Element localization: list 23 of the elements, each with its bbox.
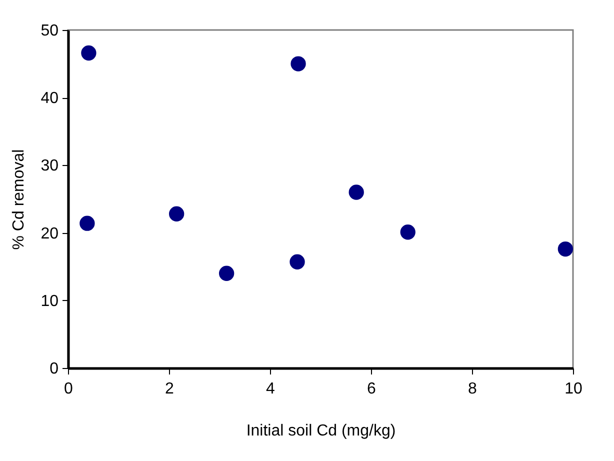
x-tick-label: 0 xyxy=(64,380,74,398)
point xyxy=(558,241,574,257)
point xyxy=(290,56,306,72)
y-tick-label: 30 xyxy=(40,158,59,175)
y-axis-title: % Cd removal xyxy=(10,149,28,250)
point xyxy=(80,216,95,231)
y-tick-label: 50 xyxy=(40,22,59,40)
y-tick-label: 40 xyxy=(40,90,59,108)
x-tick-label: 10 xyxy=(564,380,582,398)
point xyxy=(348,184,364,200)
point xyxy=(168,206,184,222)
y-tick-label: 20 xyxy=(40,225,59,242)
point xyxy=(400,224,416,240)
x-tick-label: 4 xyxy=(266,380,276,398)
point xyxy=(218,266,234,281)
point xyxy=(290,254,305,270)
y-tick-label: 10 xyxy=(40,292,59,310)
x-tick-label: 6 xyxy=(367,380,376,398)
x-tick-label: 8 xyxy=(468,380,478,398)
x-tick-label: 2 xyxy=(165,380,174,398)
point xyxy=(81,45,96,61)
x-axis-title: Initial soil Cd (mg/kg) xyxy=(246,422,396,440)
y-tick-label: 0 xyxy=(50,360,59,378)
